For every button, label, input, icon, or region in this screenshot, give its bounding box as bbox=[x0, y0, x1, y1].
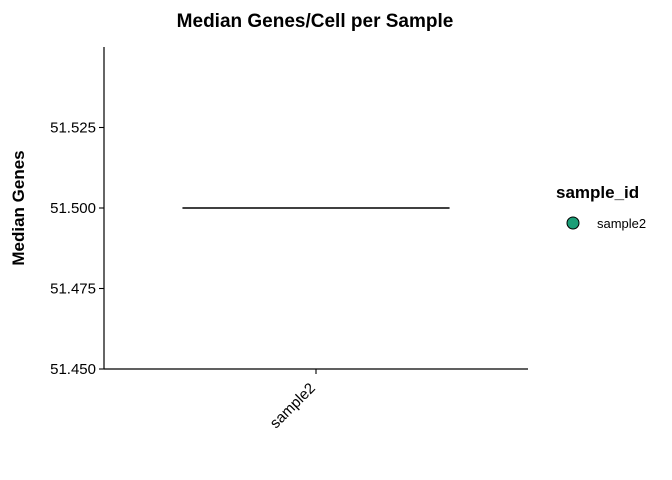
chart-title: Median Genes/Cell per Sample bbox=[177, 11, 454, 32]
x-ticks: sample2 bbox=[267, 369, 319, 432]
y-tick-label: 51.475 bbox=[50, 281, 96, 298]
legend-title: sample_id bbox=[556, 183, 639, 202]
legend-label-sample2: sample2 bbox=[597, 216, 646, 231]
legend: sample_id sample2 bbox=[556, 183, 646, 231]
y-tick-label: 51.450 bbox=[50, 361, 96, 378]
x-tick-label: sample2 bbox=[267, 380, 319, 432]
legend-items: sample2 bbox=[566, 216, 646, 231]
y-ticks: 51.450 51.475 51.500 51.525 bbox=[50, 120, 104, 378]
y-tick-label: 51.525 bbox=[50, 120, 96, 137]
y-tick-label: 51.500 bbox=[50, 200, 96, 217]
legend-key-sample2 bbox=[566, 216, 580, 230]
y-axis-label: Median Genes bbox=[9, 150, 28, 265]
